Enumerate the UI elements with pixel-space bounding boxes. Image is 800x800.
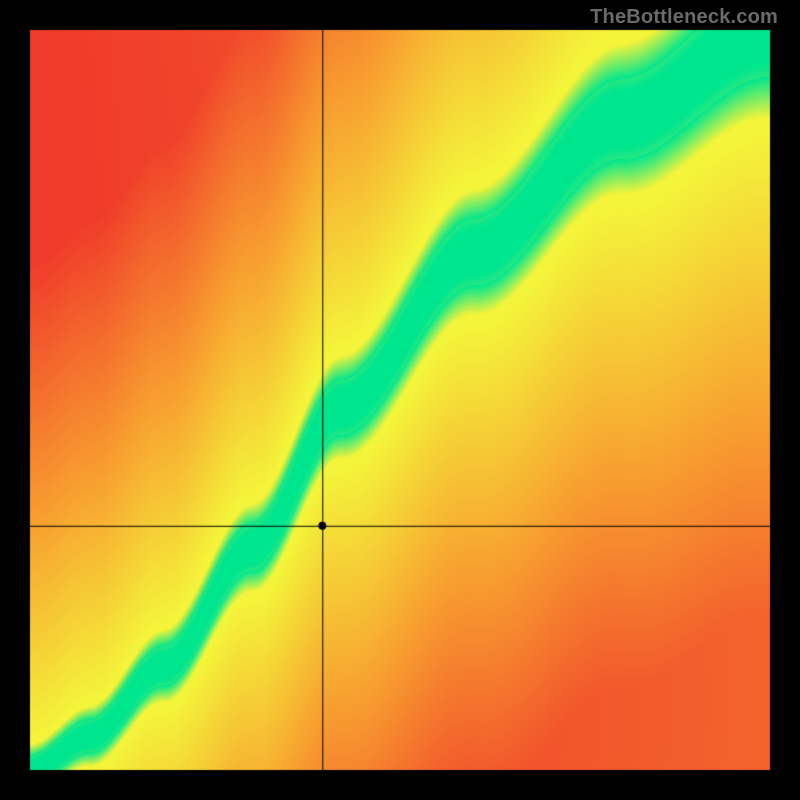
bottleneck-heatmap (0, 0, 800, 800)
chart-container: TheBottleneck.com (0, 0, 800, 800)
watermark-text: TheBottleneck.com (590, 6, 778, 29)
